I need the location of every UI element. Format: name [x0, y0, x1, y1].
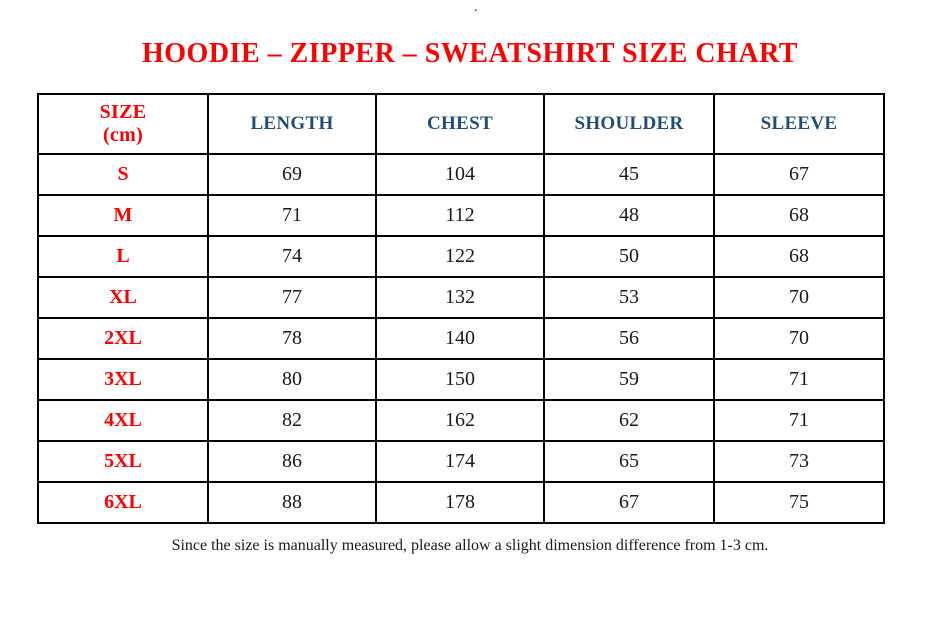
header-cell-shoulder: SHOULDER [543, 93, 715, 155]
size-chart-table: SIZE (cm) LENGTH CHEST SHOULDER SLEEVE S… [37, 93, 885, 524]
table-row: XL 77 132 53 70 [37, 276, 885, 319]
table-row: S 69 104 45 67 [37, 153, 885, 196]
measurement-cell: 75 [713, 481, 885, 524]
size-chart-body: S 69 104 45 67 M 71 112 48 68 L 74 122 50 68 XL 77 132 53 7… [37, 153, 885, 524]
stray-dot: . [474, 0, 478, 15]
measurement-cell: 162 [375, 399, 545, 442]
header-cell-sleeve: SLEEVE [713, 93, 885, 155]
measurement-cell: 71 [713, 358, 885, 401]
size-header-line1: SIZE [99, 101, 147, 123]
measurement-cell: 78 [207, 317, 377, 360]
measurement-cell: 88 [207, 481, 377, 524]
measurement-cell: 132 [375, 276, 545, 319]
measurement-cell: 80 [207, 358, 377, 401]
measurement-note: Since the size is manually measured, ple… [171, 537, 769, 554]
size-label-cell: XL [37, 276, 209, 319]
measurement-cell: 68 [713, 235, 885, 278]
size-label-cell: 4XL [37, 399, 209, 442]
measurement-cell: 70 [713, 276, 885, 319]
size-label-cell: 2XL [37, 317, 209, 360]
table-row: 5XL 86 174 65 73 [37, 440, 885, 483]
measurement-cell: 53 [543, 276, 715, 319]
measurement-cell: 73 [713, 440, 885, 483]
measurement-cell: 104 [375, 153, 545, 196]
table-row: 2XL 78 140 56 70 [37, 317, 885, 360]
header-row: SIZE (cm) LENGTH CHEST SHOULDER SLEEVE [37, 93, 885, 155]
header-cell-size: SIZE (cm) [37, 93, 209, 155]
size-label-cell: S [37, 153, 209, 196]
measurement-cell: 71 [713, 399, 885, 442]
measurement-cell: 59 [543, 358, 715, 401]
header-cell-length: LENGTH [207, 93, 377, 155]
measurement-cell: 140 [375, 317, 545, 360]
measurement-cell: 67 [543, 481, 715, 524]
measurement-cell: 68 [713, 194, 885, 237]
table-row: 4XL 82 162 62 71 [37, 399, 885, 442]
measurement-cell: 71 [207, 194, 377, 237]
header-cell-chest: CHEST [375, 93, 545, 155]
table-header: SIZE (cm) LENGTH CHEST SHOULDER SLEEVE [37, 93, 885, 155]
measurement-cell: 67 [713, 153, 885, 196]
measurement-cell: 74 [207, 235, 377, 278]
table-row: 6XL 88 178 67 75 [37, 481, 885, 524]
table-row: 3XL 80 150 59 71 [37, 358, 885, 401]
size-label-cell: 6XL [37, 481, 209, 524]
measurement-cell: 77 [207, 276, 377, 319]
measurement-cell: 86 [207, 440, 377, 483]
page-title: HOODIE – ZIPPER – SWEATSHIRT SIZE CHART [142, 38, 798, 69]
measurement-cell: 174 [375, 440, 545, 483]
size-label-cell: M [37, 194, 209, 237]
table-row: M 71 112 48 68 [37, 194, 885, 237]
measurement-cell: 69 [207, 153, 377, 196]
measurement-cell: 122 [375, 235, 545, 278]
measurement-cell: 65 [543, 440, 715, 483]
table-row: L 74 122 50 68 [37, 235, 885, 278]
measurement-cell: 56 [543, 317, 715, 360]
size-label-cell: L [37, 235, 209, 278]
measurement-cell: 82 [207, 399, 377, 442]
measurement-cell: 112 [375, 194, 545, 237]
size-label-cell: 3XL [37, 358, 209, 401]
size-label-cell: 5XL [37, 440, 209, 483]
size-header-line2: (cm) [102, 124, 144, 146]
measurement-cell: 48 [543, 194, 715, 237]
measurement-cell: 62 [543, 399, 715, 442]
measurement-cell: 150 [375, 358, 545, 401]
measurement-cell: 70 [713, 317, 885, 360]
measurement-cell: 50 [543, 235, 715, 278]
measurement-cell: 178 [375, 481, 545, 524]
measurement-cell: 45 [543, 153, 715, 196]
